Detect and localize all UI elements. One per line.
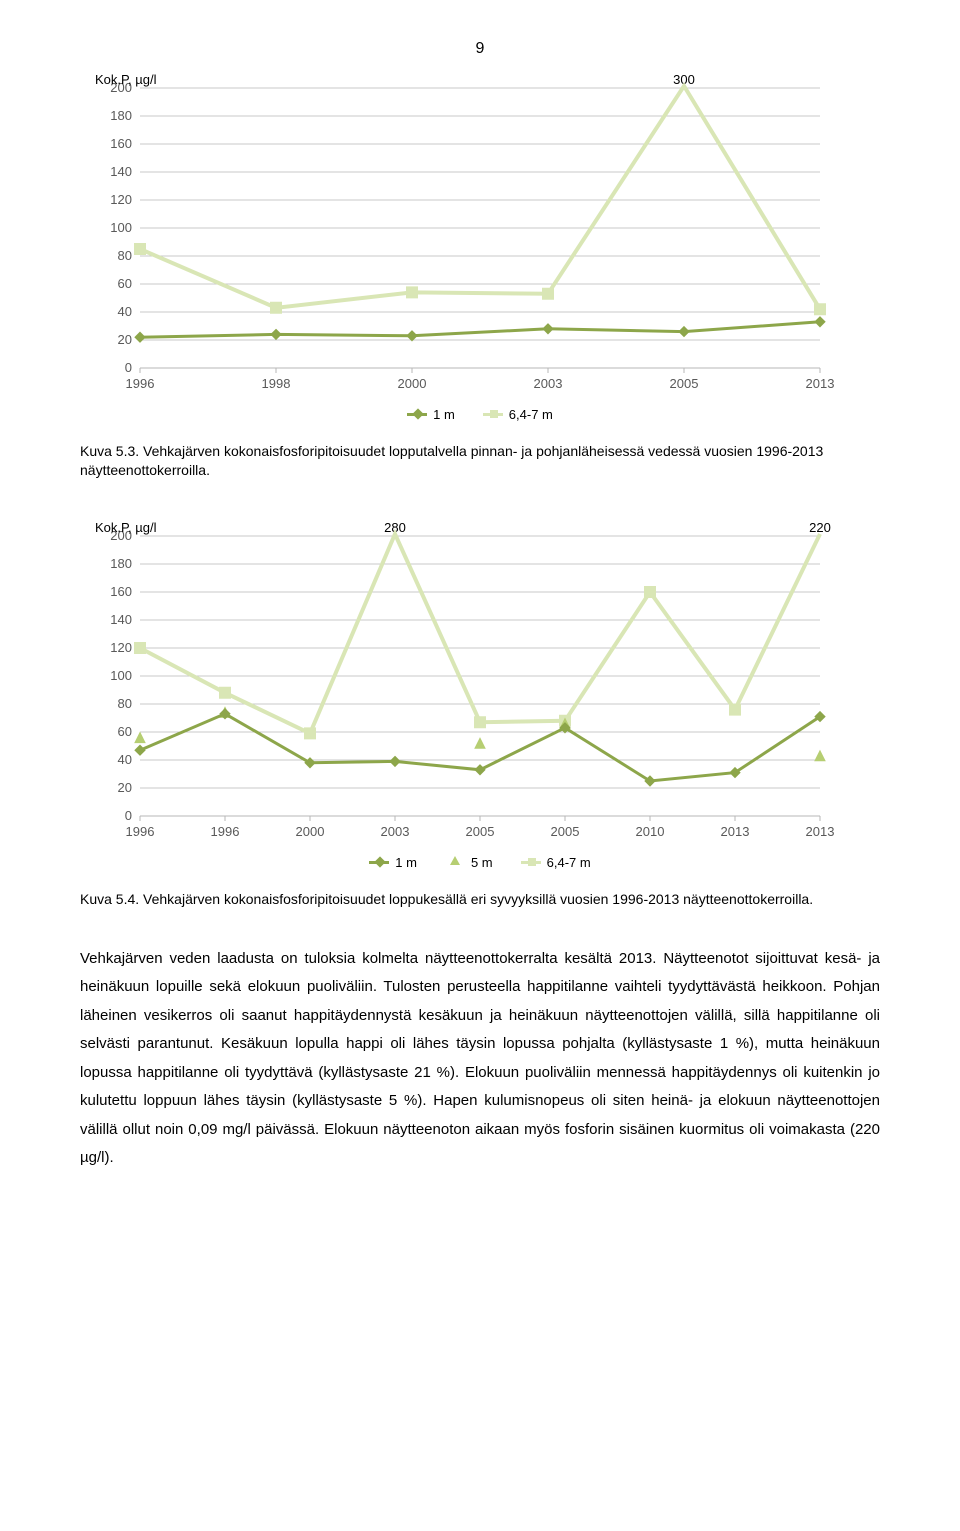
svg-text:Kok.P, µg/l: Kok.P, µg/l <box>95 72 157 87</box>
svg-text:140: 140 <box>110 612 132 627</box>
legend-item: 6,4-7 m <box>483 407 553 422</box>
svg-text:2013: 2013 <box>806 824 835 839</box>
legend-item: 1 m <box>407 407 455 422</box>
svg-text:2013: 2013 <box>721 824 750 839</box>
svg-text:2013: 2013 <box>806 376 835 391</box>
legend-item: 6,4-7 m <box>521 855 591 870</box>
chart-1-svg: 0204060801001201401601802001996199820002… <box>80 68 840 398</box>
svg-text:60: 60 <box>118 276 132 291</box>
svg-text:Kok.P, µg/l: Kok.P, µg/l <box>95 520 157 535</box>
svg-text:100: 100 <box>110 668 132 683</box>
svg-text:2005: 2005 <box>670 376 699 391</box>
svg-text:2005: 2005 <box>551 824 580 839</box>
svg-text:160: 160 <box>110 584 132 599</box>
svg-text:0: 0 <box>125 808 132 823</box>
body-paragraph: Vehkajärven veden laadusta on tuloksia k… <box>80 945 880 1173</box>
svg-text:2000: 2000 <box>296 824 325 839</box>
svg-text:120: 120 <box>110 640 132 655</box>
svg-text:40: 40 <box>118 304 132 319</box>
svg-text:0: 0 <box>125 360 132 375</box>
svg-text:60: 60 <box>118 724 132 739</box>
chart-1-caption: Kuva 5.3. Vehkajärven kokonaisfosforipit… <box>80 442 880 480</box>
chart-2-legend: 1 m 5 m 6,4-7 m <box>80 852 880 870</box>
svg-text:2003: 2003 <box>381 824 410 839</box>
legend-item: 5 m <box>445 855 493 870</box>
chart-2: 0204060801001201401601802001996199620002… <box>80 516 880 870</box>
svg-text:2010: 2010 <box>636 824 665 839</box>
svg-text:20: 20 <box>118 780 132 795</box>
chart-2-svg: 0204060801001201401601802001996199620002… <box>80 516 840 846</box>
svg-text:220: 220 <box>809 520 831 535</box>
svg-text:2005: 2005 <box>466 824 495 839</box>
chart-1: 0204060801001201401601802001996199820002… <box>80 68 880 422</box>
page-number: 9 <box>80 40 880 58</box>
svg-text:20: 20 <box>118 332 132 347</box>
legend-item: 1 m <box>369 855 417 870</box>
svg-text:1996: 1996 <box>211 824 240 839</box>
chart-2-caption: Kuva 5.4. Vehkajärven kokonaisfosforipit… <box>80 890 880 909</box>
svg-text:140: 140 <box>110 164 132 179</box>
svg-text:80: 80 <box>118 248 132 263</box>
svg-text:80: 80 <box>118 696 132 711</box>
svg-text:2003: 2003 <box>534 376 563 391</box>
svg-text:160: 160 <box>110 136 132 151</box>
svg-text:1998: 1998 <box>262 376 291 391</box>
svg-text:100: 100 <box>110 220 132 235</box>
svg-text:1996: 1996 <box>126 824 155 839</box>
svg-text:180: 180 <box>110 556 132 571</box>
svg-text:180: 180 <box>110 108 132 123</box>
svg-text:1996: 1996 <box>126 376 155 391</box>
chart-1-legend: 1 m 6,4-7 m <box>80 404 880 422</box>
svg-text:2000: 2000 <box>398 376 427 391</box>
svg-text:120: 120 <box>110 192 132 207</box>
svg-text:40: 40 <box>118 752 132 767</box>
